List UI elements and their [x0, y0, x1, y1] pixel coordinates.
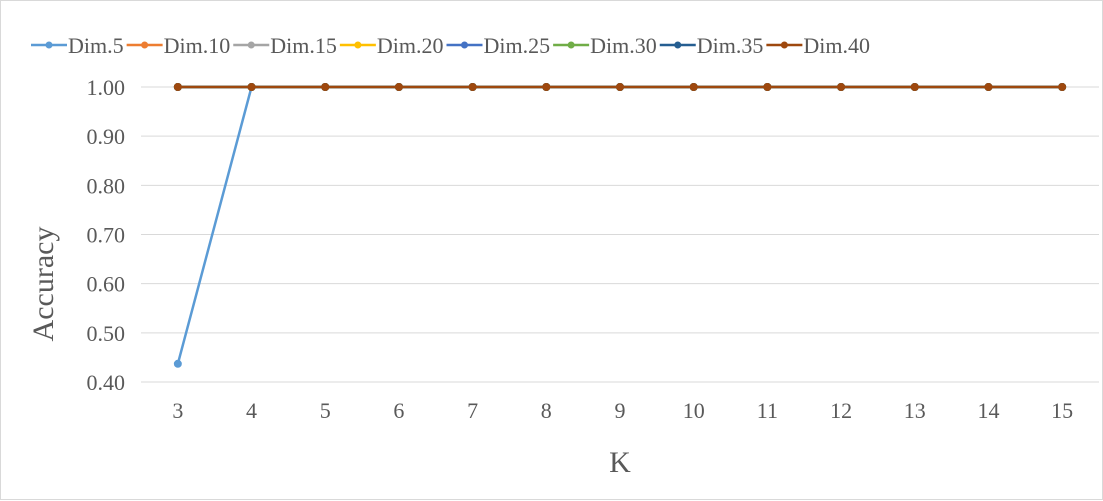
x-tick-label: 9 [615, 398, 626, 423]
axes: 0.40 0.50 0.60 0.70 0.80 0.90 1.00 3 4 5 6 7 8 9 10 11 1… [87, 75, 1099, 423]
data-point [763, 83, 772, 91]
legend-item: Dim.25 [446, 33, 551, 58]
x-tick-label: 14 [977, 398, 999, 423]
legend-marker [247, 41, 255, 49]
x-tick-label: 12 [830, 398, 852, 423]
legend-item: Dim.15 [233, 33, 337, 58]
legend-item: Dim.5 [31, 33, 124, 58]
legend-label: Dim.5 [68, 33, 124, 58]
legend-marker [567, 41, 575, 49]
series-line [176, 85, 1063, 365]
data-point [910, 83, 919, 91]
legend-marker [674, 41, 682, 49]
legend-marker [780, 41, 788, 49]
y-tick-label: 0.70 [87, 223, 126, 248]
data-point [984, 83, 993, 91]
y-tick-label: 0.90 [87, 124, 126, 149]
legend-item: Dim.35 [659, 33, 764, 58]
data-point [689, 83, 698, 91]
legend-label: Dim.40 [803, 33, 870, 58]
x-tick-label: 3 [172, 398, 183, 423]
data-point [837, 83, 846, 91]
x-tick-label: 4 [246, 398, 257, 423]
legend-marker [45, 41, 53, 49]
data-point [1058, 83, 1067, 91]
y-tick-label: 0.60 [87, 272, 126, 297]
data-point [616, 83, 624, 91]
y-tick-label: 0.40 [87, 370, 126, 395]
x-tick-label: 15 [1051, 398, 1073, 423]
data-point [173, 359, 182, 368]
legend-item: Dim.30 [553, 33, 657, 58]
data-point [247, 83, 256, 91]
data-point [394, 83, 403, 91]
x-tick-label: 10 [683, 398, 705, 423]
legend-label: Dim.25 [484, 33, 551, 58]
data-point [542, 83, 551, 91]
y-axis-title: Accuracy [27, 227, 60, 342]
gridlines [141, 86, 1099, 334]
x-tick-label: 11 [757, 398, 778, 423]
data-point [173, 83, 182, 91]
series-dim-5 [173, 83, 1067, 368]
legend-label: Dim.10 [164, 33, 231, 58]
x-tick-label: 5 [320, 398, 331, 423]
legend-label: Dim.30 [590, 33, 657, 58]
x-tick-label: 13 [904, 398, 926, 423]
series-lines [173, 83, 1067, 368]
legend-label: Dim.35 [697, 33, 764, 58]
legend: Dim.5 Dim.10 Dim.15 Dim.20 Dim.25 Dim.30 Dim.3… [31, 33, 870, 58]
x-tick-label: 7 [467, 398, 478, 423]
series-dim-40 [173, 83, 1067, 91]
legend-marker [461, 41, 468, 49]
y-tick-label: 0.50 [87, 321, 126, 346]
y-tick-label: 0.80 [87, 173, 126, 198]
x-axis-title: K [609, 446, 631, 479]
legend-item: Dim.10 [126, 33, 231, 58]
data-point [468, 83, 477, 91]
x-tick-label: 8 [541, 398, 552, 423]
legend-item: Dim.40 [766, 33, 870, 58]
y-tick-label: 1.00 [87, 75, 126, 100]
legend-label: Dim.20 [377, 33, 444, 58]
data-point [321, 83, 330, 91]
legend-item: Dim.20 [339, 33, 444, 58]
legend-marker [354, 41, 362, 49]
legend-label: Dim.15 [270, 33, 337, 58]
legend-marker [141, 41, 149, 49]
x-tick-label: 6 [393, 398, 404, 423]
